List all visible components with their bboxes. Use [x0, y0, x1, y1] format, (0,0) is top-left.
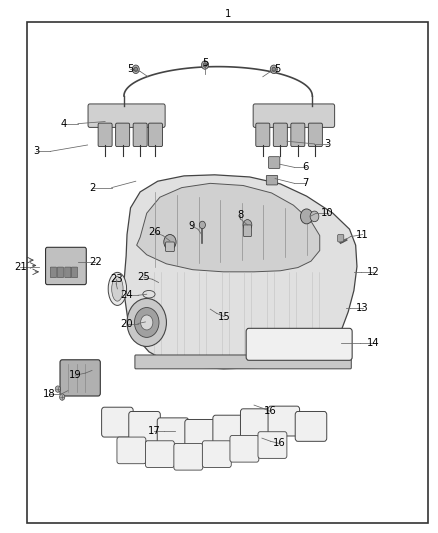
Circle shape [243, 220, 252, 230]
FancyBboxPatch shape [295, 411, 327, 441]
Ellipse shape [108, 272, 127, 305]
Text: 17: 17 [148, 426, 161, 435]
Text: 11: 11 [356, 230, 369, 239]
Text: 16: 16 [273, 439, 286, 448]
Text: 23: 23 [110, 274, 122, 284]
FancyBboxPatch shape [88, 104, 165, 127]
FancyBboxPatch shape [213, 415, 244, 445]
FancyBboxPatch shape [240, 409, 272, 439]
Text: 14: 14 [367, 338, 379, 348]
Text: 18: 18 [43, 390, 55, 399]
Text: 3: 3 [33, 147, 39, 156]
FancyBboxPatch shape [117, 437, 146, 464]
Text: 20: 20 [121, 319, 133, 328]
FancyBboxPatch shape [116, 123, 130, 147]
Text: 15: 15 [218, 312, 231, 321]
FancyBboxPatch shape [174, 443, 203, 470]
FancyBboxPatch shape [185, 419, 216, 449]
FancyBboxPatch shape [65, 267, 71, 278]
FancyBboxPatch shape [157, 418, 189, 448]
FancyBboxPatch shape [230, 435, 259, 462]
Text: 3: 3 [325, 139, 331, 149]
FancyBboxPatch shape [273, 123, 287, 147]
Circle shape [134, 308, 159, 337]
FancyBboxPatch shape [308, 123, 322, 147]
FancyBboxPatch shape [50, 267, 57, 278]
Circle shape [141, 315, 153, 330]
Circle shape [270, 65, 277, 74]
FancyBboxPatch shape [166, 242, 174, 252]
Text: 1: 1 [225, 9, 231, 19]
Text: 5: 5 [202, 58, 208, 68]
Circle shape [272, 67, 276, 71]
FancyBboxPatch shape [135, 355, 351, 369]
FancyBboxPatch shape [102, 407, 133, 437]
Ellipse shape [143, 290, 155, 298]
FancyBboxPatch shape [258, 432, 287, 458]
Text: 6: 6 [303, 163, 309, 172]
Text: 2: 2 [89, 183, 95, 192]
FancyBboxPatch shape [60, 360, 100, 396]
Text: 8: 8 [237, 210, 243, 220]
Circle shape [164, 235, 176, 249]
FancyBboxPatch shape [266, 175, 278, 185]
Polygon shape [137, 183, 320, 272]
FancyBboxPatch shape [291, 123, 305, 147]
Circle shape [203, 63, 207, 67]
Text: 21: 21 [14, 262, 27, 271]
FancyBboxPatch shape [268, 157, 280, 168]
Circle shape [60, 394, 65, 400]
Text: 4: 4 [60, 119, 67, 128]
FancyBboxPatch shape [46, 247, 86, 285]
Text: 16: 16 [264, 407, 277, 416]
Circle shape [55, 386, 60, 392]
Text: 22: 22 [89, 257, 102, 267]
Text: 12: 12 [367, 267, 380, 277]
FancyBboxPatch shape [338, 235, 344, 242]
FancyBboxPatch shape [71, 267, 78, 278]
FancyBboxPatch shape [268, 406, 300, 436]
Circle shape [134, 67, 138, 71]
FancyBboxPatch shape [256, 123, 270, 147]
FancyBboxPatch shape [57, 267, 64, 278]
Circle shape [310, 211, 319, 222]
FancyBboxPatch shape [145, 441, 174, 467]
Text: 24: 24 [121, 290, 133, 300]
FancyBboxPatch shape [244, 225, 251, 237]
Circle shape [132, 65, 139, 74]
Text: 10: 10 [321, 208, 334, 218]
Text: 26: 26 [148, 228, 162, 237]
Circle shape [127, 298, 166, 346]
Text: 19: 19 [69, 370, 82, 380]
FancyBboxPatch shape [253, 104, 335, 127]
Circle shape [199, 221, 205, 229]
Circle shape [201, 61, 208, 69]
Polygon shape [124, 175, 357, 369]
Text: 13: 13 [357, 303, 369, 313]
Text: 5: 5 [127, 64, 134, 74]
FancyBboxPatch shape [129, 411, 160, 441]
FancyBboxPatch shape [98, 123, 112, 147]
FancyBboxPatch shape [202, 441, 231, 467]
Text: 5: 5 [275, 64, 281, 74]
FancyBboxPatch shape [246, 328, 352, 360]
Text: 7: 7 [303, 179, 309, 188]
Text: 25: 25 [137, 272, 150, 282]
FancyBboxPatch shape [133, 123, 147, 147]
Circle shape [300, 209, 313, 224]
FancyBboxPatch shape [148, 123, 162, 147]
Ellipse shape [112, 277, 123, 301]
Text: 9: 9 [189, 221, 195, 231]
